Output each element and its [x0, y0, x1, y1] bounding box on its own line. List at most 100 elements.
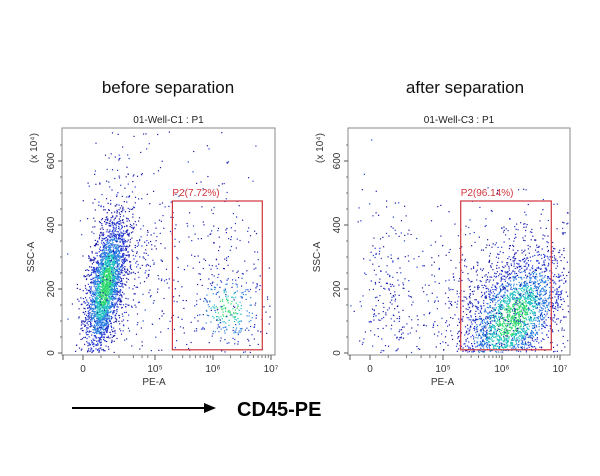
event-point: [86, 327, 87, 328]
event-point: [496, 265, 497, 266]
event-point: [96, 333, 97, 334]
event-point: [152, 260, 153, 261]
event-point: [507, 320, 508, 321]
event-point: [99, 320, 100, 321]
event-point: [85, 297, 86, 298]
event-point: [134, 279, 135, 280]
event-point: [235, 330, 236, 331]
event-point: [562, 232, 563, 233]
event-point: [128, 305, 129, 306]
event-point: [537, 339, 538, 340]
event-point: [114, 219, 115, 220]
event-point: [115, 276, 116, 277]
event-point: [499, 305, 500, 306]
event-point: [93, 257, 94, 258]
event-point: [543, 295, 544, 296]
event-point: [228, 256, 229, 257]
event-point: [113, 227, 114, 228]
event-point: [90, 321, 91, 322]
event-point: [549, 292, 550, 293]
event-point: [170, 217, 171, 218]
event-point: [493, 348, 494, 349]
event-point: [90, 259, 91, 260]
event-point: [118, 285, 119, 286]
event-point: [236, 216, 237, 217]
event-point: [224, 259, 225, 260]
event-point: [515, 315, 516, 316]
event-point: [228, 342, 229, 343]
event-point: [133, 228, 134, 229]
event-point: [123, 325, 124, 326]
event-point: [543, 317, 544, 318]
event-point: [119, 269, 120, 270]
event-point: [91, 305, 92, 306]
event-point: [129, 158, 130, 159]
event-point: [133, 272, 134, 273]
event-point: [490, 302, 491, 303]
event-point: [107, 260, 108, 261]
event-point: [238, 322, 239, 323]
event-point: [515, 237, 516, 238]
event-point: [105, 299, 106, 300]
event-point: [129, 233, 130, 234]
event-point: [512, 311, 513, 312]
event-point: [102, 259, 103, 260]
event-point: [116, 227, 117, 228]
event-point: [481, 326, 482, 327]
event-point: [112, 169, 113, 170]
event-point: [106, 181, 107, 182]
event-point: [100, 278, 101, 279]
event-point: [158, 278, 159, 279]
event-point: [225, 288, 226, 289]
event-point: [134, 293, 135, 294]
event-point: [127, 272, 128, 273]
event-point: [510, 259, 511, 260]
event-point: [522, 287, 523, 288]
event-point: [72, 303, 73, 304]
event-point: [121, 280, 122, 281]
event-point: [250, 352, 251, 353]
event-point: [222, 314, 223, 315]
event-point: [99, 235, 100, 236]
event-point: [484, 325, 485, 326]
event-point: [95, 348, 96, 349]
event-point: [243, 294, 244, 295]
gate-p2[interactable]: [172, 201, 262, 350]
event-point: [105, 318, 106, 319]
event-point: [237, 313, 238, 314]
event-point: [102, 288, 103, 289]
event-point: [196, 330, 197, 331]
event-point: [119, 263, 120, 264]
event-point: [505, 346, 506, 347]
event-point: [107, 222, 108, 223]
event-point: [114, 292, 115, 293]
event-point: [119, 328, 120, 329]
event-point: [116, 240, 117, 241]
event-point: [486, 291, 487, 292]
event-point: [556, 268, 557, 269]
event-point: [101, 205, 102, 206]
event-point: [550, 294, 551, 295]
event-point: [112, 240, 113, 241]
event-point: [498, 351, 499, 352]
event-point: [198, 273, 199, 274]
event-point: [129, 273, 130, 274]
event-point: [235, 283, 236, 284]
event-point: [553, 303, 554, 304]
event-point: [122, 268, 123, 269]
y-tick-label: 200: [332, 280, 343, 297]
event-point: [114, 252, 115, 253]
event-point: [531, 288, 532, 289]
event-point: [128, 246, 129, 247]
event-point: [88, 284, 89, 285]
event-point: [484, 293, 485, 294]
event-point: [223, 312, 224, 313]
event-point: [555, 308, 556, 309]
event-point: [196, 300, 197, 301]
event-point: [218, 185, 219, 186]
event-point: [93, 332, 94, 333]
event-point: [495, 346, 496, 347]
event-point: [99, 184, 100, 185]
event-point: [206, 322, 207, 323]
event-point: [113, 259, 114, 260]
